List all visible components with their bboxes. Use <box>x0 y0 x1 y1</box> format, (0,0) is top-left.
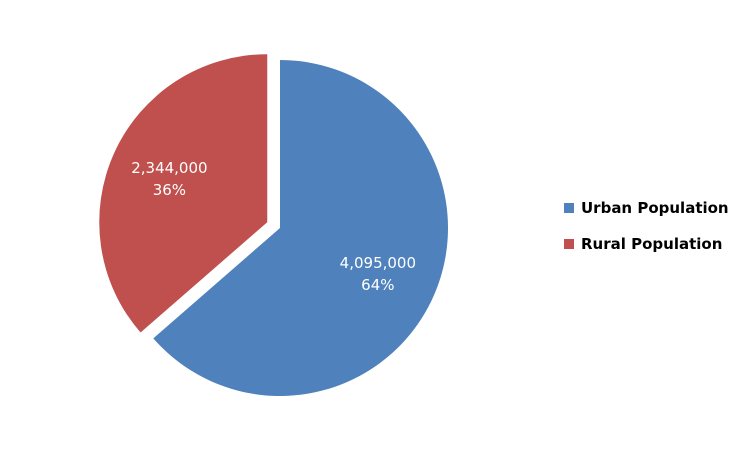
pie-percent-label-urban-population: 64% <box>361 276 394 294</box>
pie-percent-label-rural-population: 36% <box>153 181 186 199</box>
pie-value-label-urban-population: 4,095,000 <box>340 254 416 272</box>
pie-value-label-rural-population: 2,344,000 <box>131 159 207 177</box>
legend-label-urban: Urban Population <box>581 199 729 217</box>
legend-label-rural: Rural Population <box>581 235 723 253</box>
legend-swatch-urban <box>564 203 574 213</box>
legend-item-urban: Urban Population <box>564 196 729 220</box>
chart-legend: Urban Population Rural Population <box>564 196 729 268</box>
legend-item-rural: Rural Population <box>564 232 729 256</box>
legend-swatch-rural <box>564 239 574 249</box>
pie-slice-rural-population <box>99 54 268 333</box>
pie-slice-urban-population <box>153 60 448 396</box>
